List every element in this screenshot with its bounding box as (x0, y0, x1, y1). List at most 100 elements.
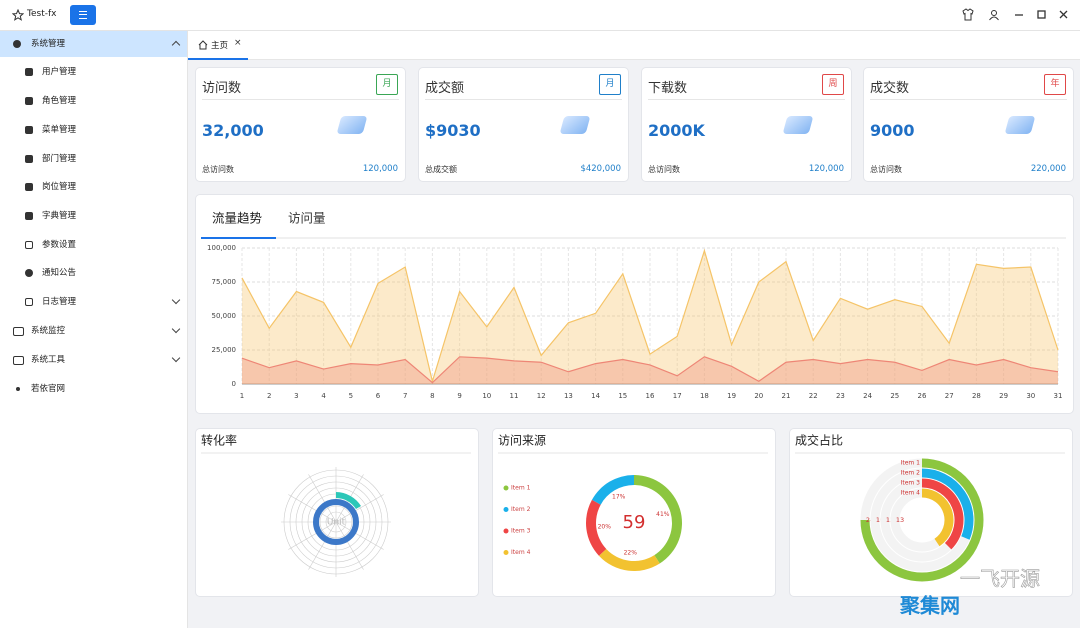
donut-label: 20% (598, 523, 612, 530)
radial-bar (921, 488, 954, 547)
maximize-button[interactable] (1037, 10, 1046, 19)
donut-center-value: 59 (623, 512, 646, 533)
radial-value-label: 13 (896, 516, 904, 524)
card-badge: 月 (376, 74, 398, 95)
menu-item[interactable]: 通知公告 (0, 260, 187, 286)
x-tick-label: 16 (646, 392, 655, 400)
card-footer-value: 220,000 (1030, 164, 1066, 174)
window-controls (962, 8, 1068, 21)
radial-category-label: Item 2 (901, 470, 921, 477)
stat-card: 成交额 月 $9030 总成交额 $420,000 (418, 67, 629, 182)
x-tick-label: 8 (430, 392, 434, 400)
x-tick-label: 24 (863, 392, 872, 400)
card-footer-value: 120,000 (362, 164, 398, 174)
legend-label: Item 2 (511, 506, 531, 513)
legend-dot (503, 528, 509, 534)
x-tick-label: 13 (564, 392, 573, 400)
menu-item[interactable]: 日志管理 (0, 289, 187, 315)
card-title: 下载数 (648, 81, 688, 96)
card-title: 成交数 (870, 81, 910, 96)
card-title: 访问数 (202, 81, 242, 96)
theme-button[interactable] (962, 8, 974, 21)
divider (870, 99, 1067, 100)
x-tick-label: 5 (349, 392, 353, 400)
chart-tab: 流量趋势 (212, 211, 263, 226)
x-tick-label: 17 (673, 392, 682, 400)
area-fill (242, 356, 1058, 384)
card-footer-label: 总访问数 (870, 165, 902, 174)
card-footer-value: 120,000 (808, 164, 844, 174)
menu-item[interactable]: 岗位管理 (0, 174, 187, 200)
y-tick-label: 100,000 (207, 244, 236, 252)
x-tick-label: 25 (890, 392, 899, 400)
menu-item[interactable]: 字典管理 (0, 203, 187, 229)
legend-dot (503, 507, 509, 512)
menu-item[interactable]: 部门管理 (0, 146, 187, 172)
user-button[interactable] (991, 10, 997, 16)
menu-item[interactable]: 用户管理 (0, 59, 187, 85)
polar-spoke (335, 494, 384, 523)
stat-card: 成交数 年 9000 总访问数 220,000 (863, 67, 1074, 182)
tab-close[interactable]: × (234, 38, 242, 48)
radial-value-label: 12 (886, 516, 894, 524)
divider (202, 99, 399, 100)
panel-title: 访问来源 (498, 434, 546, 448)
radial-category-label: Item 1 (901, 460, 921, 467)
polar-spoke (335, 521, 364, 570)
donut-label: 22% (624, 549, 638, 556)
divider (425, 99, 622, 100)
x-tick-label: 14 (591, 392, 600, 400)
x-tick-label: 23 (836, 392, 845, 400)
legend-label: Item 1 (511, 485, 531, 492)
panel-title: 成交占比 (795, 433, 843, 448)
menu-item[interactable]: 系统管理 (0, 31, 187, 57)
card-footer-value: $420,000 (580, 164, 621, 174)
x-tick-label: 12 (537, 392, 546, 400)
radial-bar (921, 478, 964, 550)
card-badge: 年 (1044, 74, 1066, 95)
card-footer-label: 总访问数 (202, 165, 234, 174)
donut-label: 17% (612, 494, 626, 501)
menu-item[interactable]: 系统监控 (0, 318, 187, 344)
menu-item[interactable]: 参数设置 (0, 232, 187, 258)
x-tick-label: 15 (618, 392, 627, 400)
x-tick-label: 27 (945, 392, 954, 400)
polar-spoke (335, 521, 384, 550)
legend-dot (503, 550, 509, 555)
card-value: 2000K (648, 121, 705, 140)
area-line (241, 356, 1059, 384)
x-tick-label: 9 (457, 392, 461, 400)
polar-center-label: Unit (327, 518, 346, 528)
conversion-panel (195, 428, 479, 597)
menu-item[interactable]: 菜单管理 (0, 117, 187, 143)
x-tick-label: 7 (403, 392, 407, 400)
close-button[interactable] (1059, 10, 1068, 19)
area-fill (242, 250, 1058, 384)
card-badge: 月 (599, 74, 621, 95)
traffic-panel (195, 194, 1074, 414)
x-tick-label: 6 (376, 392, 381, 400)
menu-toggle[interactable] (70, 5, 96, 25)
x-tick-label: 26 (918, 392, 927, 400)
y-tick-label: 0 (232, 380, 236, 388)
x-tick-label: 30 (1026, 392, 1035, 400)
menu-item[interactable]: 角色管理 (0, 88, 187, 114)
star-icon (12, 9, 24, 21)
menu-item[interactable]: 系统工具 (0, 347, 187, 373)
x-tick-label: 10 (482, 392, 491, 400)
legend-dot (503, 485, 509, 491)
x-tick-label: 29 (999, 392, 1008, 400)
watermark: 聚集网 (899, 594, 960, 618)
polar-spoke (308, 474, 337, 523)
menu-item[interactable]: 若依官网 (0, 376, 187, 402)
x-tick-label: 22 (809, 392, 818, 400)
card-title: 成交额 (425, 81, 465, 96)
tab[interactable]: 主页 × (188, 31, 248, 60)
divider (648, 99, 845, 100)
card-badge: 周 (822, 74, 844, 95)
radial-category-label: Item 3 (901, 480, 921, 487)
x-tick-label: 28 (972, 392, 981, 400)
x-tick-label: 21 (782, 392, 791, 400)
